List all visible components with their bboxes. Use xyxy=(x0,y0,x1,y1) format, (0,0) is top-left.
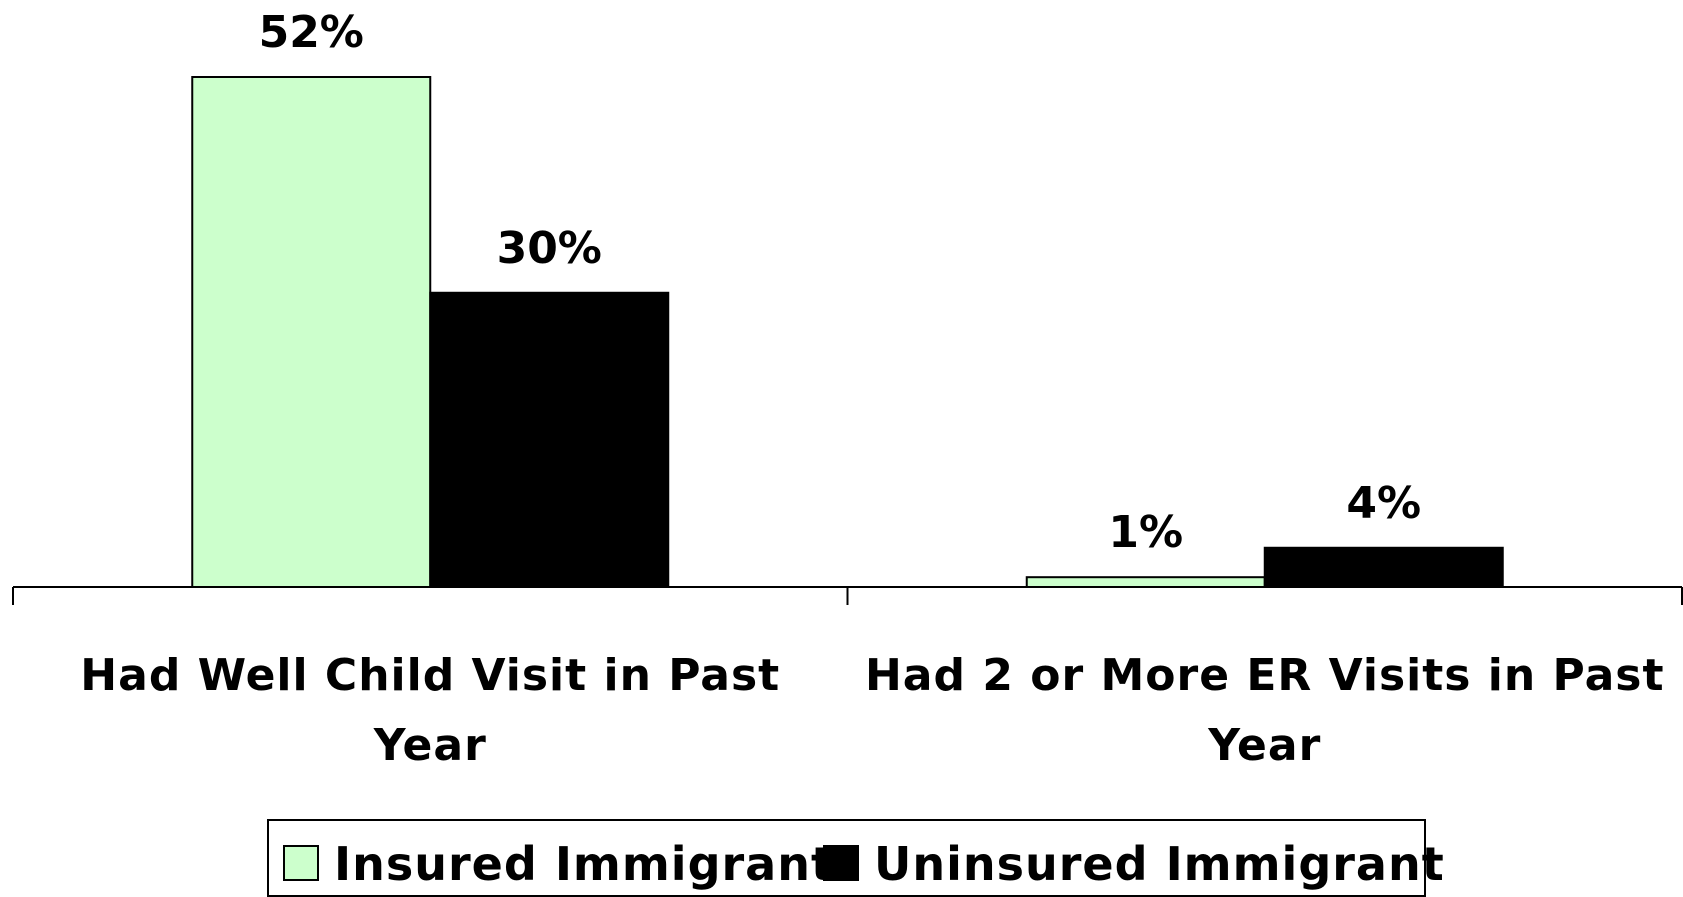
category-label-1-line-0: Had 2 or More ER Visits in Past xyxy=(865,650,1665,701)
category-label-1-line-1: Year xyxy=(1207,720,1321,771)
category-label-0-line-0: Had Well Child Visit in Past xyxy=(80,650,780,701)
legend: Insured Immigrant Uninsured Immigrant xyxy=(267,819,1445,897)
value-label-uninsured-0: 30% xyxy=(497,223,602,274)
bar-insured-0 xyxy=(191,76,432,588)
value-label-insured-1: 1% xyxy=(1108,507,1183,558)
category-label-0-line-1: Year xyxy=(373,720,487,771)
legend-label-insured: Insured Immigrant xyxy=(334,837,834,891)
x-axis xyxy=(12,586,1683,605)
legend-label-uninsured: Uninsured Immigrant xyxy=(874,837,1445,891)
bars-group xyxy=(191,76,1504,589)
value-label-insured-0: 52% xyxy=(259,7,364,58)
bar-insured-1 xyxy=(1025,576,1266,589)
value-labels-group: 52% 30% 1% 4% xyxy=(259,7,1422,558)
category-labels-group: Had Well Child Visit in Past Year Had 2 or… xyxy=(80,650,1665,771)
legend-swatch-insured xyxy=(283,845,319,881)
bar-uninsured-0 xyxy=(429,291,670,588)
value-label-uninsured-1: 4% xyxy=(1346,478,1421,529)
bar-uninsured-1 xyxy=(1263,546,1504,588)
legend-swatch-uninsured xyxy=(823,845,859,881)
